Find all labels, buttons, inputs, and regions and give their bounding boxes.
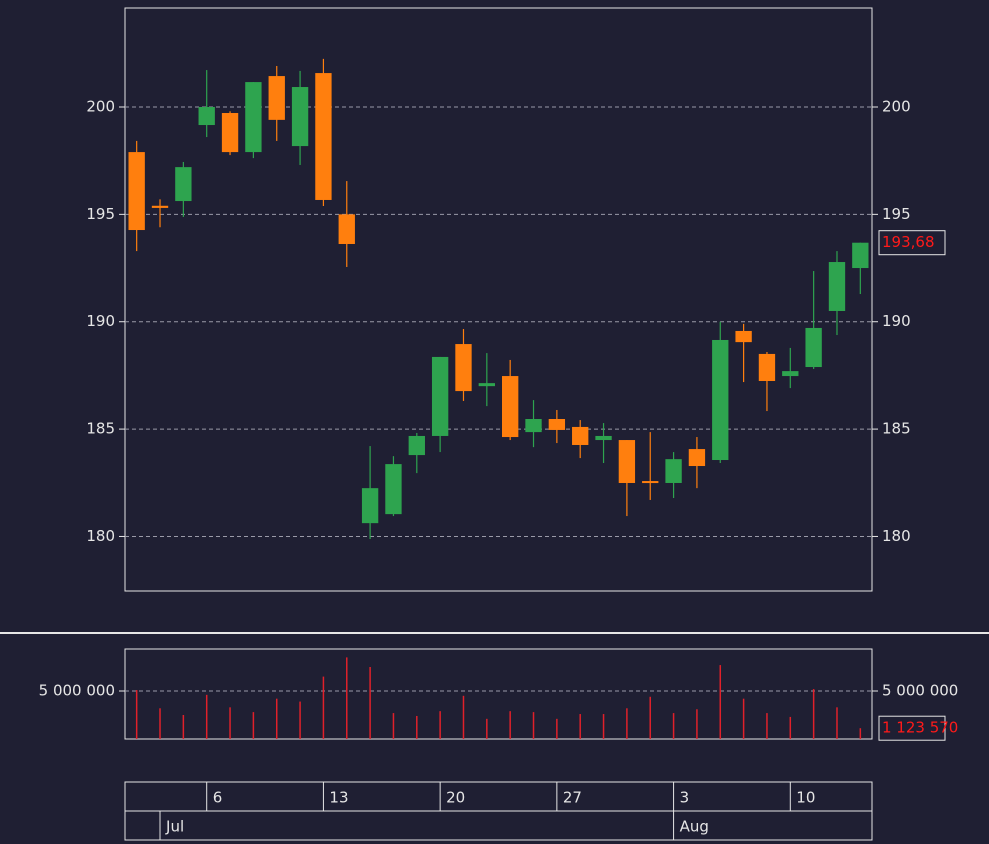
y-tick-label: 180 [86,527,115,545]
x-tick-label: 10 [796,789,815,807]
x-tick-label: 6 [213,789,223,807]
month-label: Jul [165,818,184,836]
candle-body [572,426,589,445]
candle-body [782,371,799,377]
y-tick-label: 190 [86,312,115,330]
x-tick-label: 13 [329,789,348,807]
volume-bar [626,708,628,739]
candle-body [758,353,776,381]
volume-bar [532,712,535,739]
candle-body [805,327,822,368]
candle-body [291,87,309,147]
volume-bar [859,728,862,739]
volume-bar [299,701,301,739]
candle-body [408,435,425,456]
volume-bar [649,696,651,739]
x-tick-label: 27 [563,789,582,807]
candle-body [665,459,682,483]
month-label: Aug [680,818,709,836]
volume-bar [205,694,208,739]
volume-bar [556,718,558,739]
y-tick-label: 200 [86,97,115,115]
volume-bar [182,715,185,739]
candle-body [338,214,355,244]
candle-body [455,344,472,392]
candle-body [385,464,402,515]
candle-body [361,488,379,524]
candle-body [221,113,239,153]
volume-bar [812,689,815,739]
volume-bar [416,715,418,739]
y-tick-label: 195 [86,205,115,223]
last-value-box [878,715,946,741]
candle-body [525,418,542,433]
volume-bar [462,695,465,739]
volume-bar [602,714,605,739]
candle-body [548,418,566,430]
candle-body [828,262,846,311]
volume-bar [742,698,745,739]
candle-body [198,106,215,126]
y2-tick-label: 200 [882,97,911,115]
candle-body [642,481,659,484]
volume-bar [229,707,231,739]
candle-body [618,440,636,483]
volume-bar [579,714,581,739]
volume-bar [719,665,722,739]
volume-bar [159,708,161,739]
candle-body [128,152,145,231]
y2-tick-label: 190 [882,312,911,330]
last-value-label: 1 123 570 [882,719,958,737]
y2-tick-label: 185 [882,420,911,438]
y-tick-label: 5 000 000 [39,682,115,700]
volume-bar [322,676,325,739]
volume-bar [135,690,138,739]
volume-bar [486,718,488,739]
last-value-box [878,230,946,256]
y2-tick-label: 180 [882,527,911,545]
candle-body [852,242,869,269]
x-tick-label: 3 [680,789,690,807]
candle-body [735,330,752,343]
y2-tick-label: 195 [882,205,911,223]
volume-bar [696,709,698,739]
candle-body [712,339,729,461]
candle-body [431,356,449,436]
candle-body [268,76,285,120]
candle-body [315,73,332,200]
volume-bar [672,713,675,739]
candle-body [478,383,495,387]
candle-body [175,167,192,202]
volume-bar [252,712,255,739]
volume-frame [124,648,873,740]
candle-body [502,376,519,438]
volume-bar [836,707,838,739]
y-tick-label: 185 [86,420,115,438]
price-frame [124,7,873,592]
candle-body [688,449,706,467]
x-tick-label: 20 [446,789,465,807]
candle-body [245,82,262,153]
volume-bar [789,716,792,739]
volume-bar [275,698,278,739]
volume-bar [766,713,768,739]
volume-bar [509,711,511,739]
candle-body [151,205,169,208]
candle-body [595,435,612,441]
volume-bar [392,713,395,739]
last-value-label: 193,68 [882,233,935,251]
y2-tick-label: 5 000 000 [882,682,958,700]
volume-bar [346,657,348,739]
volume-bar [439,711,441,739]
volume-bar [369,667,371,739]
